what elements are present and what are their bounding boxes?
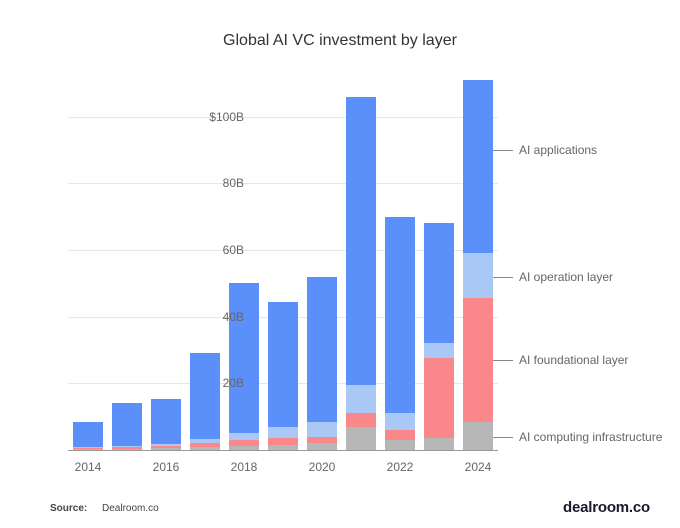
plot-area <box>68 70 498 450</box>
bar-seg-operation <box>307 422 337 437</box>
bar-seg-infrastructure <box>346 427 376 450</box>
bar-seg-infrastructure <box>424 438 454 450</box>
x-axis-label: 2024 <box>465 460 492 474</box>
bar-seg-foundational <box>151 446 181 448</box>
bar-seg-infrastructure <box>463 422 493 450</box>
bar-seg-operation <box>268 427 298 439</box>
bar-seg-foundational <box>424 358 454 438</box>
bar-seg-infrastructure <box>112 449 142 450</box>
bar-seg-applications <box>385 217 415 414</box>
legend-connector <box>493 150 513 151</box>
bar-2019 <box>268 302 298 450</box>
bar-seg-foundational <box>346 413 376 426</box>
bar-seg-infrastructure <box>307 443 337 450</box>
bar-seg-applications <box>190 353 220 440</box>
x-axis-label: 2016 <box>153 460 180 474</box>
chart-container: Global AI VC investment by layer Source:… <box>0 0 680 528</box>
bar-seg-infrastructure <box>151 448 181 450</box>
legend-connector <box>493 277 513 278</box>
bar-seg-applications <box>73 422 103 447</box>
footer: Source: Dealroom.co <box>50 503 159 514</box>
bar-2015 <box>112 403 142 450</box>
bar-seg-applications <box>151 399 181 444</box>
bar-seg-operation <box>229 433 259 440</box>
bar-seg-foundational <box>190 443 220 447</box>
bar-seg-applications <box>112 403 142 446</box>
bar-2018 <box>229 283 259 450</box>
bar-seg-operation <box>190 439 220 443</box>
bar-2017 <box>190 353 220 450</box>
bar-seg-infrastructure <box>229 446 259 450</box>
bar-seg-foundational <box>307 437 337 444</box>
brand-logo: dealroom.co <box>563 499 650 516</box>
y-axis-label: $100B <box>209 110 244 124</box>
y-axis-label: 40B <box>223 310 244 324</box>
x-axis-baseline <box>68 450 498 451</box>
bar-seg-foundational <box>385 430 415 440</box>
bar-seg-operation <box>73 447 103 448</box>
bar-2014 <box>73 422 103 450</box>
y-axis-label: 60B <box>223 243 244 257</box>
bar-seg-foundational <box>268 438 298 445</box>
bar-2022 <box>385 217 415 450</box>
y-axis-label: 80B <box>223 176 244 190</box>
legend-label-infrastructure: AI computing infrastructure <box>519 430 662 444</box>
bar-seg-infrastructure <box>73 449 103 450</box>
bar-seg-operation <box>112 446 142 447</box>
bar-seg-applications <box>307 277 337 422</box>
bar-2016 <box>151 399 181 450</box>
source-label: Source: <box>50 503 87 514</box>
legend-connector <box>493 360 513 361</box>
bar-2020 <box>307 277 337 450</box>
legend-label-operation: AI operation layer <box>519 270 613 284</box>
bar-seg-infrastructure <box>268 445 298 450</box>
legend-label-applications: AI applications <box>519 143 597 157</box>
legend-label-foundational: AI foundational layer <box>519 353 628 367</box>
grid-line <box>68 117 498 118</box>
bar-seg-applications <box>346 97 376 385</box>
bar-2024 <box>463 80 493 450</box>
bar-seg-foundational <box>73 448 103 449</box>
source-value: Dealroom.co <box>102 503 159 514</box>
bar-seg-operation <box>385 413 415 430</box>
bar-seg-foundational <box>112 447 142 448</box>
bar-seg-applications <box>463 80 493 253</box>
bar-2023 <box>424 223 454 450</box>
y-axis-label: 20B <box>223 376 244 390</box>
bar-seg-infrastructure <box>190 447 220 450</box>
x-axis-label: 2014 <box>75 460 102 474</box>
x-axis-label: 2022 <box>387 460 414 474</box>
legend-connector <box>493 437 513 438</box>
x-axis-label: 2018 <box>231 460 258 474</box>
grid-line <box>68 183 498 184</box>
x-axis-label: 2020 <box>309 460 336 474</box>
bar-seg-applications <box>268 302 298 427</box>
bar-seg-foundational <box>463 298 493 421</box>
chart-title: Global AI VC investment by layer <box>0 32 680 50</box>
bar-seg-operation <box>424 343 454 358</box>
bar-seg-operation <box>463 253 493 298</box>
bar-seg-foundational <box>229 440 259 446</box>
bar-seg-infrastructure <box>385 440 415 450</box>
bar-seg-operation <box>151 444 181 446</box>
bar-seg-applications <box>424 223 454 343</box>
bar-seg-operation <box>346 385 376 413</box>
bar-2021 <box>346 97 376 450</box>
bar-seg-applications <box>229 283 259 433</box>
